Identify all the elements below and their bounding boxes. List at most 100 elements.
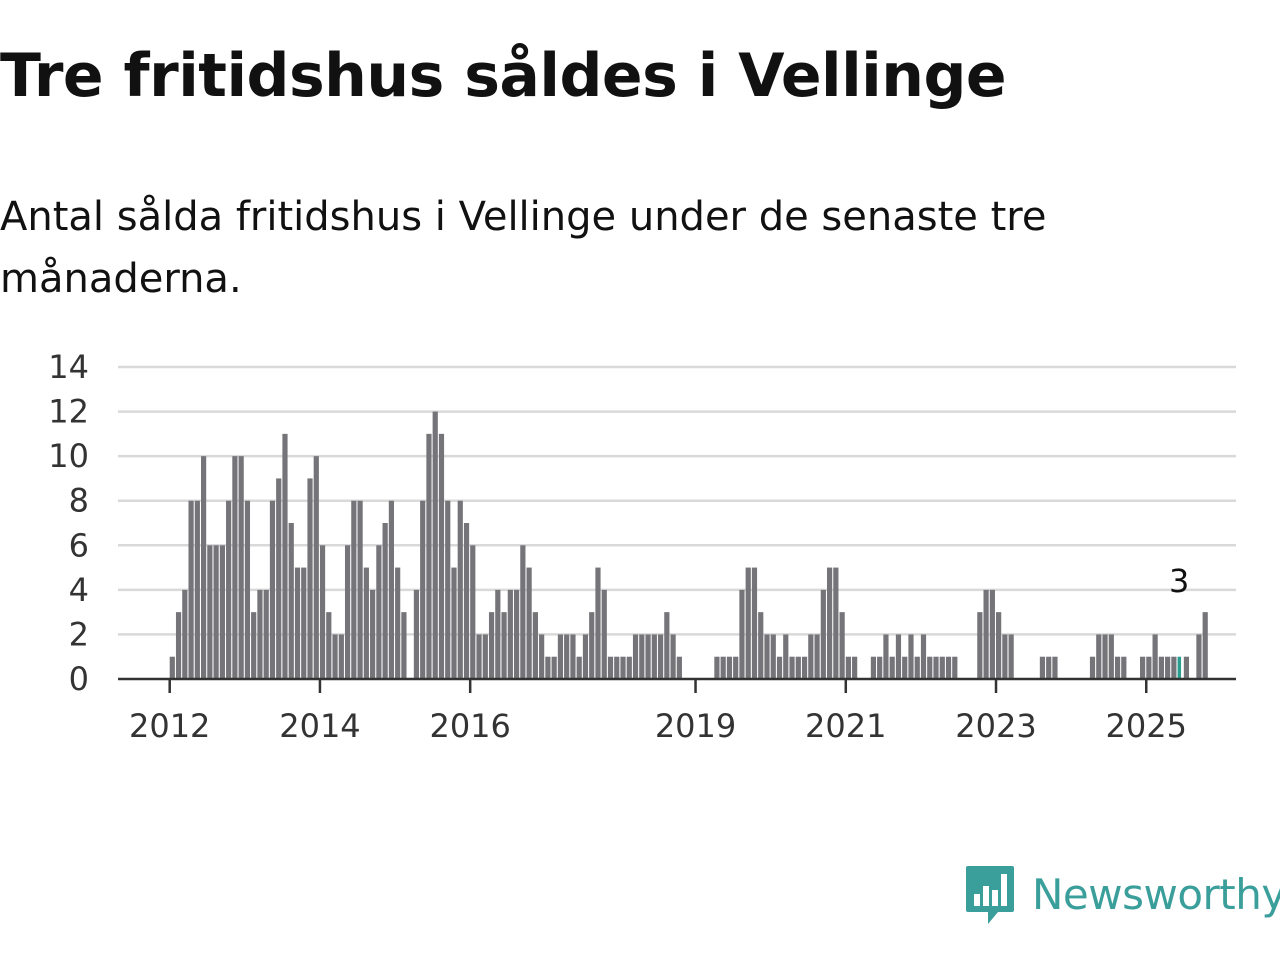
bar xyxy=(395,567,401,679)
bar xyxy=(551,656,557,679)
bar xyxy=(263,589,269,679)
bar xyxy=(545,656,551,679)
bar xyxy=(313,456,319,679)
bar xyxy=(920,634,927,679)
bar xyxy=(1052,656,1058,679)
bar xyxy=(1158,656,1164,679)
bar xyxy=(301,567,307,679)
bar xyxy=(783,634,789,679)
bar xyxy=(1002,634,1008,679)
bar xyxy=(870,656,877,679)
bar xyxy=(883,634,889,679)
bar xyxy=(582,634,589,679)
bar xyxy=(576,656,582,679)
bar xyxy=(739,589,745,679)
x-tick-label: 2016 xyxy=(429,707,510,745)
bar xyxy=(401,612,407,679)
bar xyxy=(332,634,338,679)
bar xyxy=(977,612,983,679)
bar xyxy=(213,545,219,679)
x-axis-ticks: 2012 2014 2016 2019 2021 2023 2025 xyxy=(129,679,1187,745)
bar xyxy=(720,656,726,679)
bar xyxy=(664,612,670,679)
bar xyxy=(382,523,388,679)
bar xyxy=(1146,656,1152,679)
bar xyxy=(307,478,313,679)
bar xyxy=(833,567,839,679)
bar xyxy=(463,523,470,679)
bar xyxy=(526,567,532,679)
bar xyxy=(413,589,420,679)
y-tick-label: 2 xyxy=(69,615,89,653)
bar xyxy=(1108,634,1114,679)
bar xyxy=(1039,656,1046,679)
y-tick-label: 0 xyxy=(69,660,89,698)
bar xyxy=(632,634,639,679)
bar xyxy=(294,567,301,679)
bar xyxy=(795,656,801,679)
bar xyxy=(952,656,958,679)
bar xyxy=(288,523,294,679)
bar xyxy=(376,545,382,679)
bar xyxy=(438,433,445,679)
bar xyxy=(1140,656,1146,679)
bar xyxy=(827,567,833,679)
bar xyxy=(1046,656,1052,679)
bars xyxy=(169,411,1208,679)
bar xyxy=(370,589,376,679)
bar xyxy=(269,500,276,679)
bar xyxy=(764,634,770,679)
bar xyxy=(1089,656,1096,679)
bar xyxy=(1183,656,1190,679)
bar xyxy=(219,545,225,679)
bar xyxy=(1196,634,1202,679)
bar xyxy=(470,545,476,679)
bar xyxy=(226,500,232,679)
bar xyxy=(557,634,564,679)
bar xyxy=(651,634,657,679)
bar xyxy=(789,656,795,679)
bar xyxy=(670,634,676,679)
bar xyxy=(1114,656,1121,679)
bar xyxy=(945,656,952,679)
bar xyxy=(595,567,601,679)
bar xyxy=(451,567,457,679)
bar xyxy=(207,545,213,679)
y-tick-label: 12 xyxy=(48,393,89,431)
bar xyxy=(770,634,776,679)
y-tick-label: 8 xyxy=(69,482,89,520)
bar xyxy=(194,500,200,679)
bar xyxy=(639,634,645,679)
bar xyxy=(839,612,845,679)
bar xyxy=(902,656,908,679)
bar xyxy=(607,656,614,679)
x-tick-label: 2023 xyxy=(955,707,1036,745)
x-tick-label: 2025 xyxy=(1106,707,1187,745)
bar xyxy=(983,589,989,679)
bar xyxy=(570,634,576,679)
y-tick-label: 4 xyxy=(69,571,89,609)
bar xyxy=(589,612,595,679)
bar xyxy=(733,656,739,679)
bar xyxy=(889,656,895,679)
bar xyxy=(351,500,357,679)
bar xyxy=(244,500,251,679)
bar xyxy=(514,589,520,679)
y-tick-label: 6 xyxy=(69,526,89,564)
bar xyxy=(319,545,326,679)
bar xyxy=(801,656,808,679)
bar xyxy=(714,656,720,679)
bar xyxy=(457,500,463,679)
bar xyxy=(745,567,751,679)
bar xyxy=(564,634,570,679)
bar xyxy=(620,656,626,679)
bar xyxy=(927,656,933,679)
bar xyxy=(676,656,682,679)
bar xyxy=(201,456,207,679)
bar xyxy=(420,500,426,679)
y-axis-ticks: 0 2 4 6 8 10 12 14 xyxy=(48,348,89,698)
x-tick-label: 2021 xyxy=(805,707,886,745)
bar xyxy=(326,612,332,679)
bar xyxy=(1165,656,1171,679)
bar xyxy=(238,456,244,679)
